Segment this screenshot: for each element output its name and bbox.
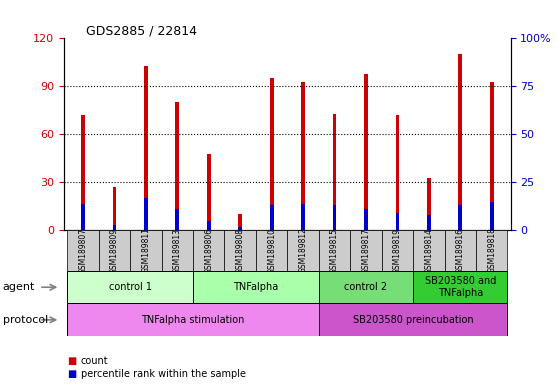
Bar [193,230,224,271]
Bar [413,230,445,271]
Text: GSM189814: GSM189814 [424,228,434,273]
Text: SB203580 and
TNFalpha: SB203580 and TNFalpha [425,276,496,298]
Text: control 2: control 2 [344,282,387,292]
Bar [81,204,85,230]
Bar [99,230,130,271]
Text: GSM189807: GSM189807 [79,227,88,274]
Bar [238,214,242,230]
Text: GSM189813: GSM189813 [173,228,182,273]
Bar [458,55,462,230]
Text: agent: agent [3,282,35,292]
Text: percentile rank within the sample: percentile rank within the sample [81,369,246,379]
Text: GSM189808: GSM189808 [235,228,245,273]
Bar [207,154,211,230]
Text: GSM189809: GSM189809 [110,227,119,274]
Bar [350,230,382,271]
Bar [319,230,350,271]
Bar [144,198,148,230]
Text: ■: ■ [67,369,76,379]
Bar [130,230,162,271]
Bar [319,303,507,336]
Bar [162,230,193,271]
Bar [490,202,494,230]
Bar [413,271,507,303]
Text: GSM189817: GSM189817 [362,228,371,273]
Text: count: count [81,356,109,366]
Text: GDS2885 / 22814: GDS2885 / 22814 [86,24,198,37]
Text: ■: ■ [67,356,76,366]
Bar [68,271,193,303]
Text: GSM189812: GSM189812 [299,228,307,273]
Text: GSM189818: GSM189818 [487,228,496,273]
Bar [364,74,368,230]
Text: GSM189819: GSM189819 [393,228,402,273]
Bar [427,177,431,230]
Bar [445,230,476,271]
Bar [175,103,179,230]
Bar [333,205,336,230]
Bar [333,114,336,230]
Bar [68,303,319,336]
Bar [476,230,507,271]
Bar [364,209,368,230]
Bar [270,205,273,230]
Bar [396,115,400,230]
Bar [427,215,431,230]
Bar [144,66,148,230]
Text: GSM189816: GSM189816 [456,228,465,273]
Bar [113,187,117,230]
Bar [301,81,305,230]
Bar [382,230,413,271]
Bar [301,204,305,230]
Text: protocol: protocol [3,315,48,325]
Text: SB203580 preincubation: SB203580 preincubation [353,314,473,325]
Bar [175,209,179,230]
Bar [287,230,319,271]
Bar [193,271,319,303]
Bar [319,271,413,303]
Bar [458,205,462,230]
Text: GSM189811: GSM189811 [141,228,151,273]
Text: GSM189810: GSM189810 [267,228,276,273]
Text: GSM189815: GSM189815 [330,228,339,273]
Text: TNFalpha: TNFalpha [233,282,278,292]
Bar [81,115,85,230]
Text: GSM189806: GSM189806 [204,227,213,274]
Text: control 1: control 1 [109,282,152,292]
Bar [490,81,494,230]
Bar [207,221,211,230]
Bar [68,230,99,271]
Bar [224,230,256,271]
Bar [270,78,273,230]
Bar [396,213,400,230]
Bar [256,230,287,271]
Bar [113,225,117,230]
Bar [238,227,242,230]
Text: TNFalpha stimulation: TNFalpha stimulation [141,314,245,325]
